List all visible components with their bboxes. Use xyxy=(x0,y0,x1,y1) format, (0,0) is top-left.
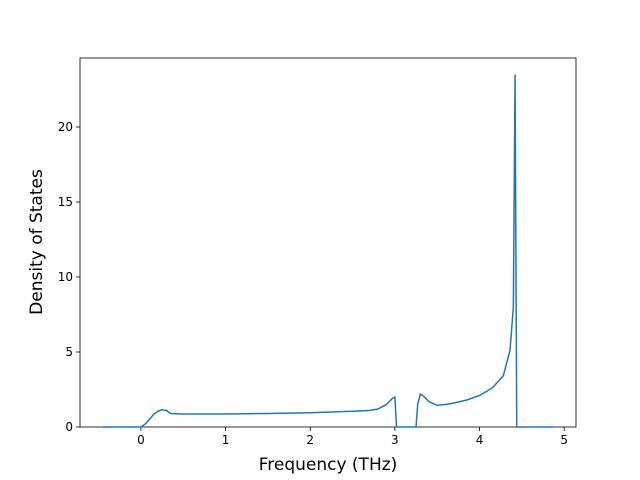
y-tick-label: 0 xyxy=(65,420,73,434)
dos-line xyxy=(102,74,554,428)
y-tick-label: 10 xyxy=(58,270,73,284)
x-axis-label: Frequency (THz) xyxy=(259,455,398,475)
x-tick-label: 2 xyxy=(306,433,314,447)
x-tick-label: 0 xyxy=(137,433,145,447)
y-tick-label: 15 xyxy=(58,195,73,209)
y-tick-label: 20 xyxy=(58,120,73,134)
plot-frame xyxy=(79,57,577,428)
x-tick-label: 5 xyxy=(560,433,568,447)
x-tick-label: 4 xyxy=(476,433,484,447)
y-tick-label: 5 xyxy=(65,345,73,359)
y-axis-label: Density of States xyxy=(27,169,47,315)
x-tick-label: 3 xyxy=(391,433,399,447)
x-tick-label: 1 xyxy=(222,433,230,447)
